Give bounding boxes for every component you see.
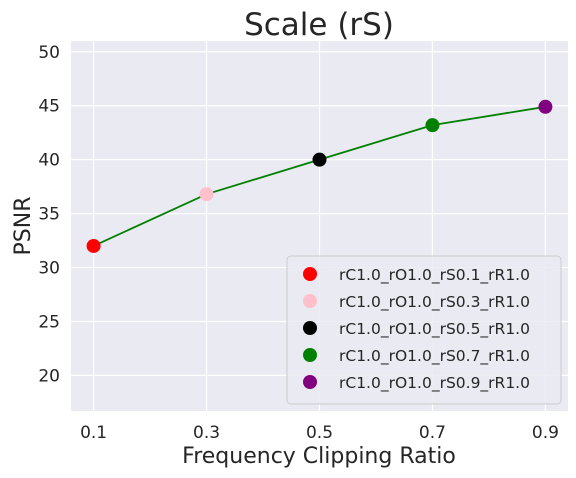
legend-marker [303,375,317,389]
y-tick-label: 40 [38,151,60,171]
legend-label: rC1.0_rO1.0_rS0.1_rR1.0 [339,266,530,285]
legend-marker [303,294,317,308]
data-point [312,152,327,167]
y-tick-label: 50 [38,43,60,63]
legend-label: rC1.0_rO1.0_rS0.5_rR1.0 [339,320,530,339]
legend-label: rC1.0_rO1.0_rS0.7_rR1.0 [339,347,530,366]
legend-label: rC1.0_rO1.0_rS0.3_rR1.0 [339,293,530,312]
x-tick-label: 0.7 [419,423,446,443]
data-point [86,238,101,253]
legend-label: rC1.0_rO1.0_rS0.9_rR1.0 [339,374,530,393]
data-point [425,118,440,133]
x-axis-title: Frequency Clipping Ratio [182,444,456,469]
y-tick-label: 25 [38,312,60,332]
legend-box [286,255,562,405]
y-tick-label: 30 [38,259,60,279]
y-tick-label: 20 [38,366,60,386]
x-tick-label: 0.3 [193,423,220,443]
y-tick-label: 35 [38,205,60,225]
legend-marker [303,321,317,335]
legend: rC1.0_rO1.0_rS0.1_rR1.0 rC1.0_rO1.0_rS0.3… [286,255,562,405]
data-point [199,187,214,202]
y-tick-labels: 20 25 30 35 40 45 50 [38,43,60,387]
x-tick-label: 0.5 [306,423,333,443]
y-tick-label: 45 [38,97,60,117]
x-tick-labels: 0.1 0.3 0.5 0.7 0.9 [80,423,559,443]
legend-marker [303,348,317,362]
legend-marker [303,267,317,281]
points-layer [86,99,553,253]
y-axis-title: PSNR [11,197,36,256]
x-tick-label: 0.1 [80,423,107,443]
x-tick-label: 0.9 [532,423,559,443]
chart-title: Scale (rS) [244,7,394,43]
data-point [538,99,553,114]
